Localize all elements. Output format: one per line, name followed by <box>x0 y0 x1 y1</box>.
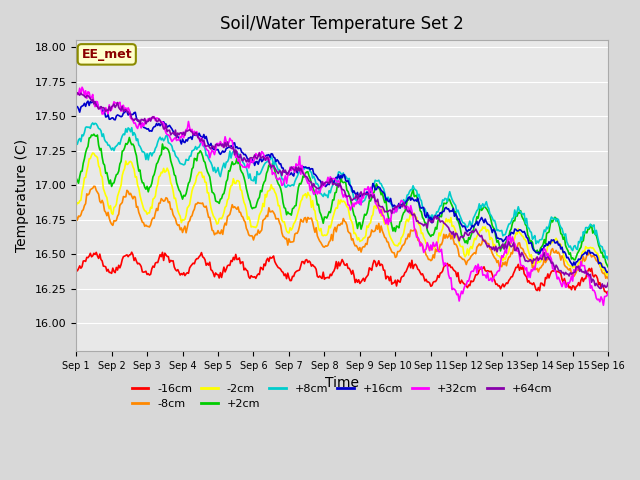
+16cm <box>72 104 80 110</box>
+8cm <box>99 133 106 139</box>
-8cm <box>152 210 159 216</box>
+16cm <box>99 108 106 114</box>
+2cm <box>433 226 440 232</box>
-16cm <box>72 267 80 273</box>
+32cm <box>152 118 159 123</box>
+32cm <box>433 239 440 245</box>
+8cm <box>72 142 80 147</box>
-16cm <box>604 288 612 294</box>
-2cm <box>519 234 527 240</box>
-16cm <box>433 277 440 283</box>
-8cm <box>90 183 98 189</box>
+32cm <box>72 92 80 98</box>
+16cm <box>604 269 612 275</box>
-8cm <box>363 241 371 247</box>
-8cm <box>72 214 80 219</box>
-2cm <box>89 150 97 156</box>
-16cm <box>152 260 159 266</box>
+32cm <box>293 163 301 168</box>
-16cm <box>519 263 527 269</box>
-8cm <box>604 276 612 281</box>
Line: +64cm: +64cm <box>76 93 608 288</box>
-2cm <box>433 241 440 247</box>
+64cm <box>99 105 106 111</box>
Line: +8cm: +8cm <box>76 123 608 260</box>
+2cm <box>519 216 527 222</box>
-2cm <box>72 203 80 209</box>
Line: -16cm: -16cm <box>76 252 608 293</box>
+64cm <box>293 168 301 174</box>
+8cm <box>363 191 371 197</box>
+2cm <box>90 131 98 137</box>
Text: EE_met: EE_met <box>81 48 132 61</box>
+64cm <box>597 286 605 291</box>
+64cm <box>433 216 440 222</box>
+64cm <box>604 280 612 286</box>
+2cm <box>293 192 301 198</box>
+8cm <box>519 212 527 217</box>
+16cm <box>603 270 611 276</box>
+64cm <box>152 116 159 121</box>
+2cm <box>363 210 371 216</box>
+64cm <box>363 192 371 197</box>
+64cm <box>74 90 81 96</box>
X-axis label: Time: Time <box>325 376 359 390</box>
+2cm <box>72 175 80 181</box>
-8cm <box>293 230 301 236</box>
-2cm <box>363 223 371 229</box>
+2cm <box>604 264 612 270</box>
+32cm <box>600 302 607 308</box>
+16cm <box>363 189 371 195</box>
-16cm <box>363 274 371 279</box>
+32cm <box>99 111 106 117</box>
+64cm <box>519 252 527 258</box>
-2cm <box>603 273 611 278</box>
-16cm <box>293 268 301 274</box>
+16cm <box>293 170 301 176</box>
+16cm <box>519 229 527 235</box>
+16cm <box>152 123 159 129</box>
-8cm <box>433 249 440 254</box>
-2cm <box>604 268 612 274</box>
-8cm <box>519 246 527 252</box>
+32cm <box>363 187 371 192</box>
Line: +2cm: +2cm <box>76 134 608 267</box>
+8cm <box>293 174 301 180</box>
+32cm <box>78 84 86 90</box>
Y-axis label: Temperature (C): Temperature (C) <box>15 139 29 252</box>
Legend: -16cm, -8cm, -2cm, +2cm, +8cm, +16cm, +32cm, +64cm: -16cm, -8cm, -2cm, +2cm, +8cm, +16cm, +3… <box>127 379 557 414</box>
Line: +32cm: +32cm <box>76 87 608 305</box>
+2cm <box>152 167 159 173</box>
-2cm <box>99 174 106 180</box>
Line: -2cm: -2cm <box>76 153 608 276</box>
Line: -8cm: -8cm <box>76 186 608 278</box>
+2cm <box>99 154 106 160</box>
-16cm <box>128 249 136 255</box>
+16cm <box>433 215 440 221</box>
-2cm <box>293 212 301 218</box>
+16cm <box>84 98 92 104</box>
+32cm <box>519 263 527 269</box>
+64cm <box>72 92 80 98</box>
+8cm <box>604 257 612 263</box>
-16cm <box>97 257 105 263</box>
+8cm <box>89 120 97 126</box>
+32cm <box>604 289 612 295</box>
+8cm <box>433 209 440 215</box>
-2cm <box>152 193 159 199</box>
Line: +16cm: +16cm <box>76 101 608 273</box>
Title: Soil/Water Temperature Set 2: Soil/Water Temperature Set 2 <box>220 15 464 33</box>
-16cm <box>603 290 611 296</box>
-8cm <box>99 198 106 204</box>
+8cm <box>152 145 159 151</box>
